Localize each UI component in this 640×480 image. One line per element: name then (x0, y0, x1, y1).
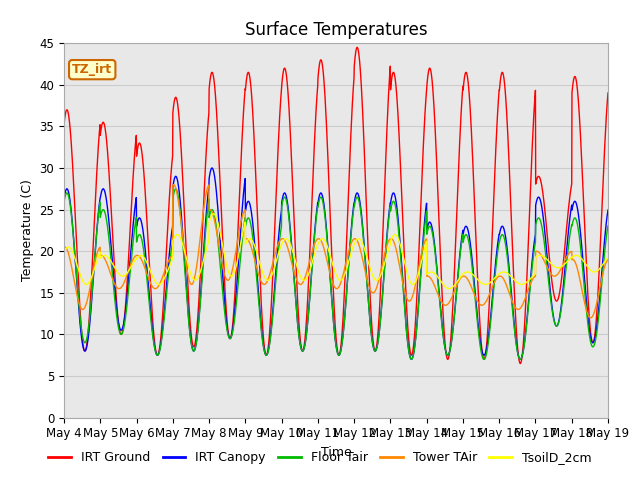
Floor Tair (172, 186, 179, 192)
TsoilD_2cm (352, 238, 360, 244)
TsoilD_2cm (557, 264, 564, 270)
IRT Ground (572, 74, 579, 80)
Floor Tair (364, 290, 371, 296)
TsoilD_2cm (572, 252, 579, 258)
IRT Canopy (364, 289, 371, 295)
IRT Ground (557, 285, 564, 291)
Legend: IRT Ground, IRT Canopy, Floor Tair, Tower TAir, TsoilD_2cm: IRT Ground, IRT Canopy, Floor Tair, Towe… (44, 446, 596, 469)
Tower TAir (364, 279, 371, 285)
Tower TAir (572, 260, 579, 265)
Floor Tair (604, 223, 612, 229)
TsoilD_2cm (495, 271, 502, 277)
Y-axis label: Temperature (C): Temperature (C) (21, 180, 34, 281)
Floor Tair (60, 199, 68, 205)
IRT Ground (494, 101, 502, 107)
IRT Ground (352, 50, 360, 56)
Line: TsoilD_2cm: TsoilD_2cm (64, 214, 608, 288)
Line: Tower TAir: Tower TAir (64, 185, 608, 318)
TsoilD_2cm (209, 211, 217, 216)
IRT Ground (353, 45, 361, 50)
Floor Tair (557, 312, 564, 318)
IRT Canopy (572, 199, 579, 204)
Floor Tair (352, 196, 360, 202)
IRT Canopy (516, 357, 524, 362)
IRT Ground (604, 90, 612, 96)
Line: IRT Canopy: IRT Canopy (64, 168, 608, 360)
IRT Canopy (604, 207, 612, 213)
TsoilD_2cm (60, 249, 68, 255)
IRT Canopy (494, 238, 502, 243)
Tower TAir (604, 257, 612, 263)
IRT Ground (516, 360, 524, 366)
Text: TZ_irt: TZ_irt (72, 63, 112, 76)
IRT Canopy (557, 310, 564, 315)
IRT Canopy (208, 165, 216, 171)
TsoilD_2cm (364, 257, 371, 263)
Floor Tair (212, 221, 220, 227)
IRT Ground (212, 96, 220, 102)
X-axis label: Time: Time (321, 446, 351, 459)
Tower TAir (212, 225, 220, 230)
Tower TAir (170, 182, 177, 188)
IRT Ground (60, 122, 68, 128)
TsoilD_2cm (445, 286, 453, 291)
TsoilD_2cm (212, 214, 220, 219)
Floor Tair (572, 216, 579, 221)
IRT Ground (364, 235, 371, 240)
IRT Canopy (352, 192, 360, 198)
Tower TAir (352, 236, 360, 242)
Floor Tair (480, 357, 488, 362)
Title: Surface Temperatures: Surface Temperatures (244, 21, 428, 39)
TsoilD_2cm (604, 255, 612, 261)
Tower TAir (494, 274, 502, 280)
Tower TAir (587, 315, 595, 321)
Tower TAir (556, 267, 564, 273)
IRT Canopy (212, 184, 220, 190)
Line: IRT Ground: IRT Ground (64, 48, 608, 363)
Floor Tair (495, 244, 502, 250)
Tower TAir (60, 244, 68, 250)
Line: Floor Tair: Floor Tair (64, 189, 608, 360)
IRT Canopy (60, 196, 68, 202)
